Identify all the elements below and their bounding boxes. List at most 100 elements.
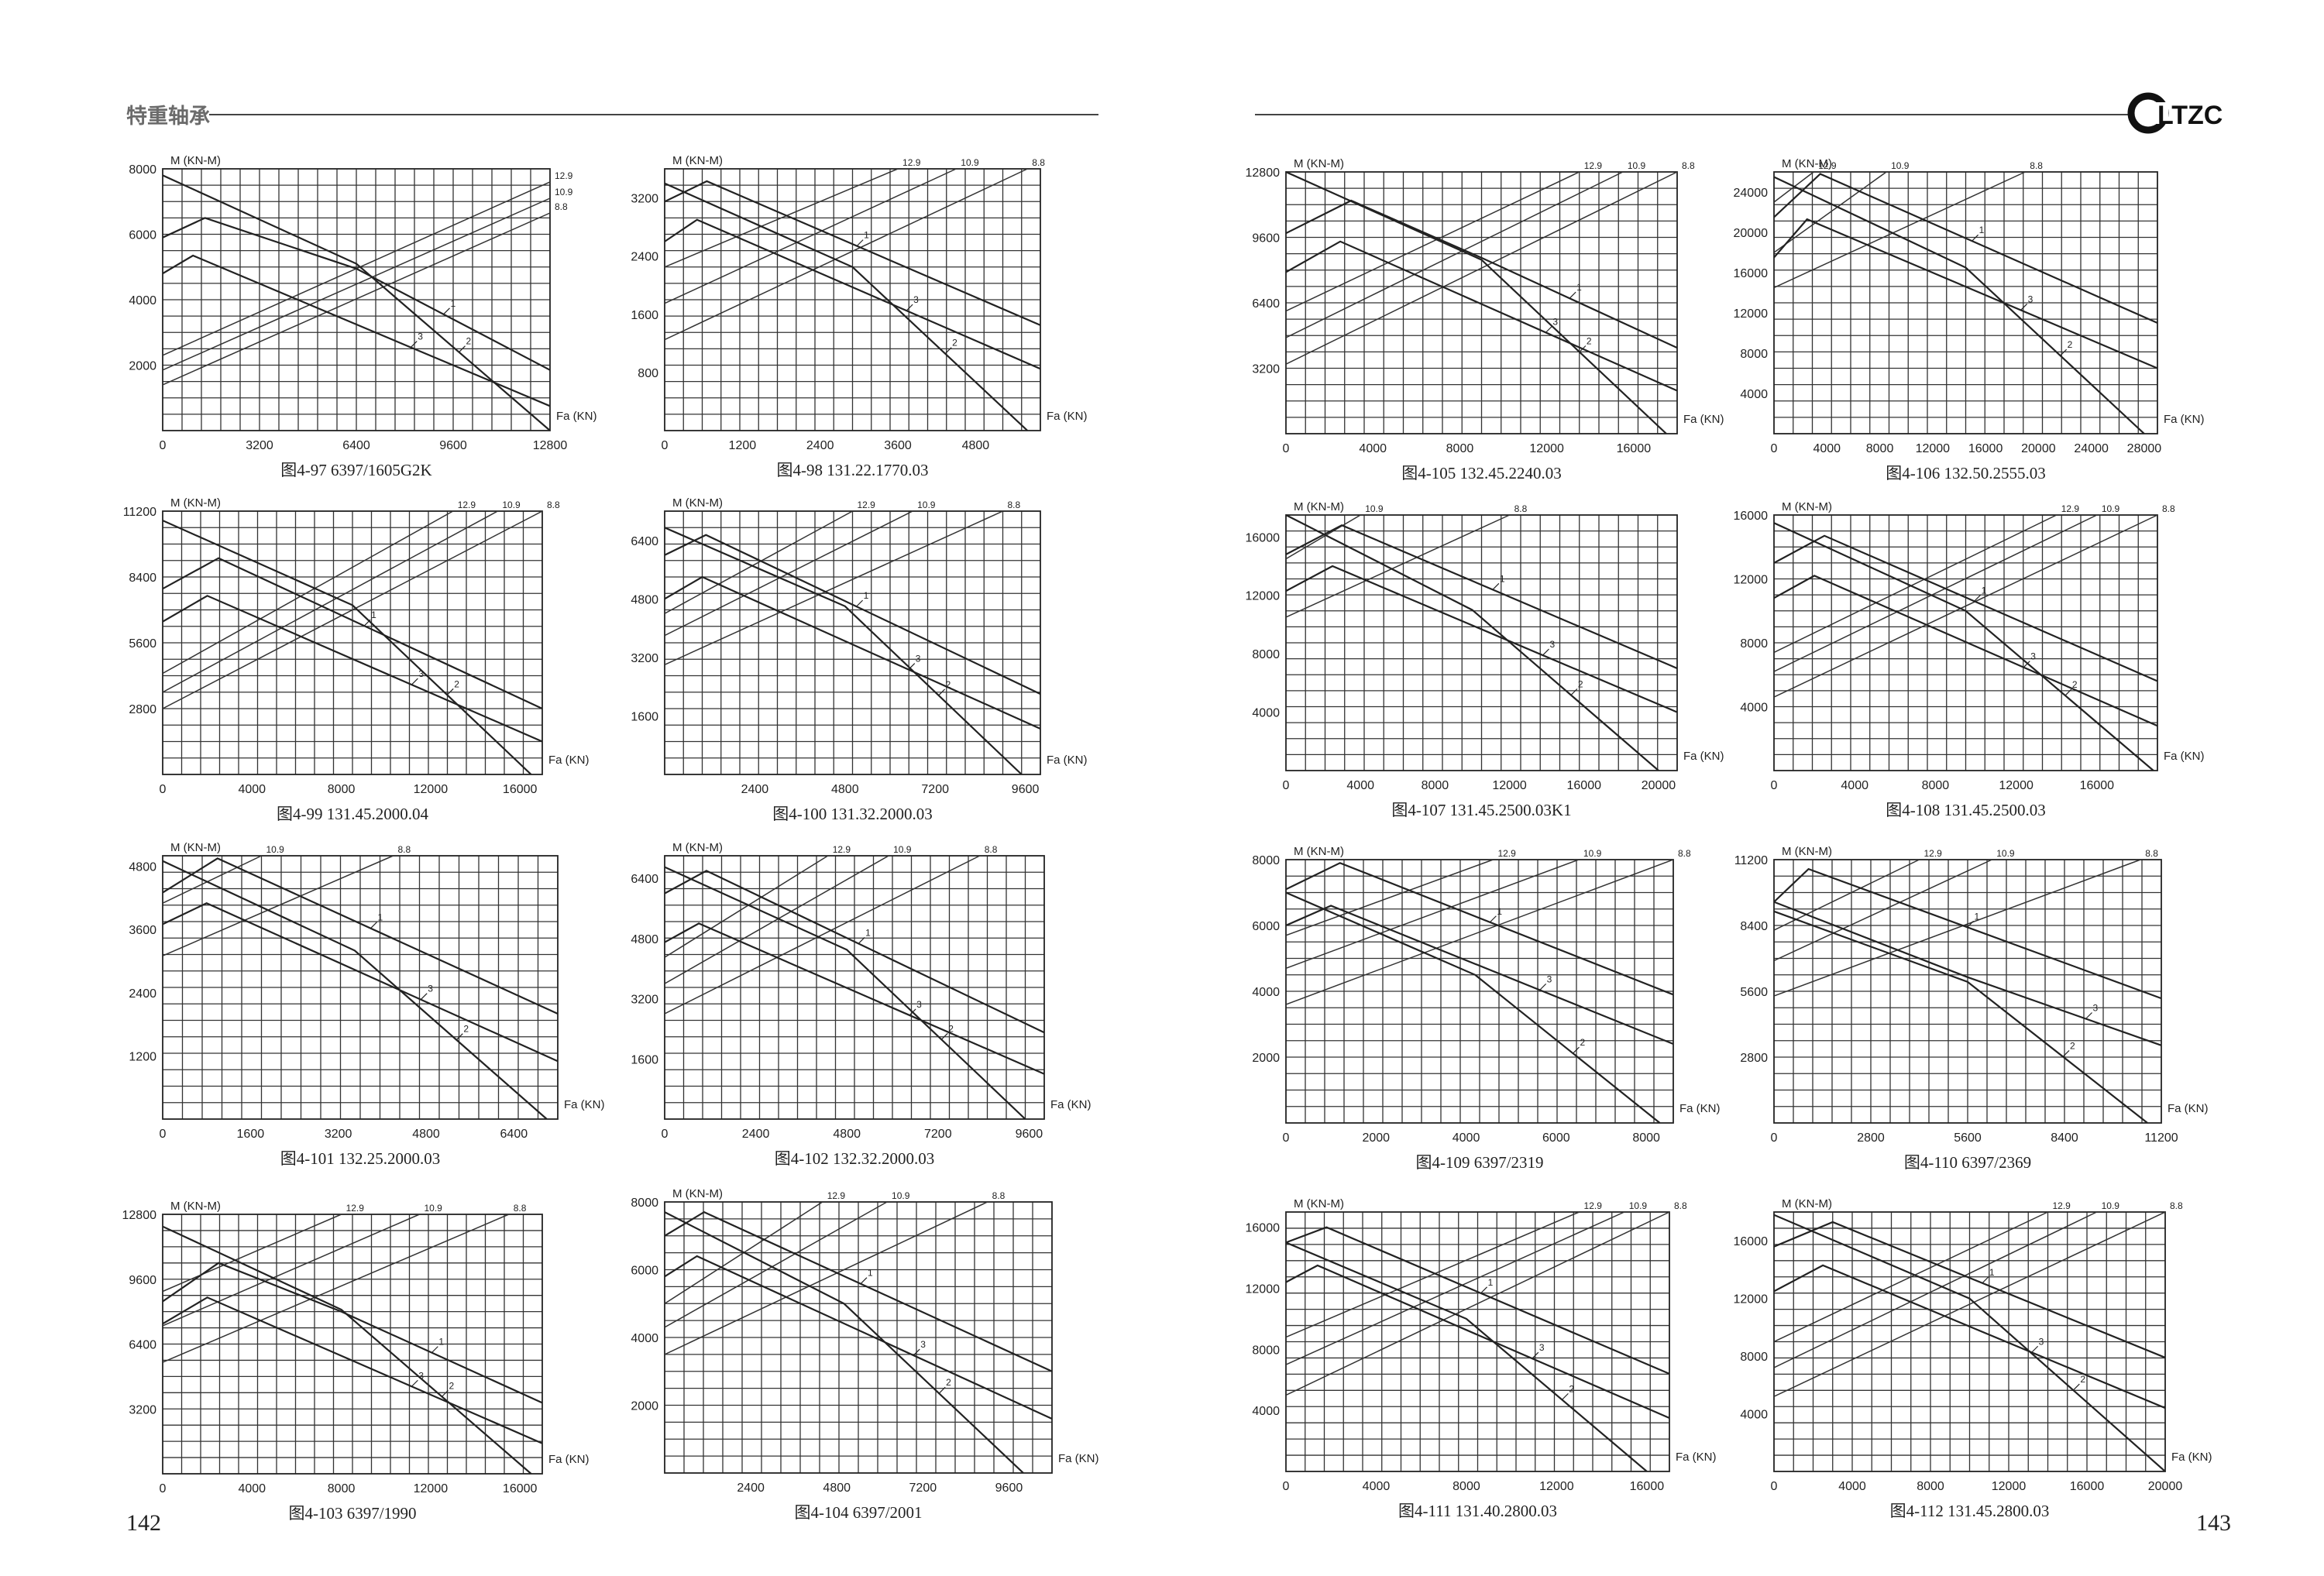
bolt-label: 10.9 — [1891, 160, 1910, 171]
bolt-label: 8.8 — [514, 1203, 527, 1214]
bolt-label: 12.9 — [858, 500, 876, 510]
bolt-line-8.8 — [1774, 859, 2141, 997]
curve-3 — [1286, 240, 1678, 392]
x-tick-label: 16000 — [1567, 779, 1602, 792]
x-tick-label: 2400 — [737, 1482, 765, 1495]
bolt-label: 12.9 — [458, 500, 476, 510]
bolt-line-10.9 — [163, 1214, 420, 1327]
bolt-line-8.8 — [1286, 859, 1674, 1005]
y-tick-label: 4000 — [1252, 986, 1280, 999]
y-tick-label: 4000 — [1252, 1405, 1280, 1418]
bolt-label: 12.9 — [2053, 1200, 2071, 1211]
curve-2 — [1774, 522, 2154, 771]
curve-leader — [2031, 1345, 2039, 1353]
curve-1 — [665, 870, 1045, 1034]
curve-leader — [1982, 1276, 1989, 1284]
curve-1 — [163, 857, 559, 1015]
bolt-line-10.9 — [665, 855, 889, 984]
curve-3 — [665, 575, 1041, 730]
curve-label: 3 — [2039, 1336, 2044, 1347]
x-tick-label: 9600 — [1012, 783, 1040, 796]
curve-leader — [1489, 915, 1497, 923]
figure-caption: 图4-97 6397/1605G2K — [280, 461, 431, 479]
bolt-line-8.8 — [1774, 514, 2158, 698]
bolt-label: 12.9 — [1497, 848, 1516, 859]
y-tick-label: 8400 — [1740, 920, 1768, 933]
y-tick-label: 16000 — [1246, 1222, 1281, 1235]
y-tick-label: 6000 — [631, 1265, 658, 1278]
curve-leader — [913, 1348, 920, 1356]
curve-label: 3 — [418, 668, 424, 679]
bolt-label: 12.9 — [827, 1190, 846, 1201]
x-tick-label: 12000 — [1999, 779, 2033, 792]
bolt-label: 12.9 — [1584, 1200, 1603, 1211]
curve-label: 3 — [2093, 1002, 2099, 1013]
curve-label: 1 — [1497, 906, 1502, 917]
x-tick-label: 4800 — [412, 1128, 440, 1141]
curve-label: 1 — [451, 298, 456, 309]
curve-3 — [665, 922, 1045, 1075]
x-tick-label: 7200 — [909, 1482, 937, 1495]
plot-frame — [1773, 859, 2162, 1124]
y-tick-label: 3600 — [129, 924, 156, 937]
x-tick-label: 8000 — [1452, 1480, 1480, 1493]
x-axis-title: Fa (KN) — [556, 410, 597, 423]
curve-leader — [908, 663, 916, 670]
y-axis-title: M (KN-M) — [1294, 845, 1344, 858]
bolt-label: 8.8 — [1008, 500, 1021, 510]
y-tick-label: 3200 — [631, 994, 658, 1007]
chart-4-112: 12.9 10.9 8.8 1 2 3 4000 8000 12000 16000 0 4000 800… — [1720, 1189, 2219, 1526]
bolt-line-8.8 — [163, 855, 394, 956]
y-tick-label: 12000 — [1734, 574, 1769, 587]
plot-frame — [162, 855, 559, 1120]
curve-3 — [1286, 1264, 1670, 1420]
y-tick-label: 6000 — [1252, 920, 1280, 933]
x-tick-label: 4800 — [831, 783, 859, 796]
curve-label: 1 — [1979, 225, 1985, 235]
y-tick-label: 16000 — [1734, 510, 1769, 523]
plot-frame — [664, 1201, 1053, 1474]
x-axis-title: Fa (KN) — [2164, 413, 2205, 426]
x-axis-title: Fa (KN) — [548, 754, 590, 767]
y-tick-label: 2000 — [129, 360, 156, 373]
y-axis-title: M (KN-M) — [1294, 500, 1344, 513]
curve-leader — [456, 1033, 463, 1041]
x-tick-label: 0 — [160, 783, 167, 796]
curve-leader — [1570, 688, 1578, 695]
curve-2 — [163, 520, 532, 774]
y-axis-title: M (KN-M) — [170, 1200, 221, 1213]
curve-2 — [665, 1211, 1024, 1473]
curve-1 — [1286, 862, 1674, 996]
x-tick-label: 20000 — [2021, 442, 2056, 455]
svg-text:LTZC: LTZC — [2157, 101, 2223, 130]
x-tick-label: 20000 — [1642, 779, 1676, 792]
bolt-label: 10.9 — [1365, 503, 1384, 514]
curve-label: 2 — [466, 336, 472, 347]
figure-caption: 图4-108 131.45.2500.03 — [1886, 801, 2046, 819]
curve-label: 3 — [418, 331, 423, 342]
plot-frame — [162, 168, 551, 431]
y-tick-label: 8000 — [1252, 1344, 1280, 1357]
curve-label: 2 — [1569, 1383, 1574, 1394]
figure-caption: 图4-100 131.32.2000.03 — [772, 805, 933, 823]
plot-frame — [1285, 171, 1678, 434]
bolt-label: 8.8 — [2030, 160, 2043, 171]
bolt-label: 12.9 — [346, 1203, 365, 1214]
curve-2 — [1286, 1241, 1648, 1471]
header-rule-left — [209, 114, 1098, 115]
grid — [1286, 172, 1677, 434]
bolt-label: 8.8 — [992, 1190, 1006, 1201]
bolt-line-12.9 — [1286, 171, 1580, 312]
plot-frame — [1773, 171, 2158, 434]
x-tick-label: 0 — [662, 439, 669, 452]
x-tick-label: 16000 — [1617, 442, 1652, 455]
curve-label: 1 — [1982, 585, 1987, 596]
bolt-label: 12.9 — [902, 157, 921, 168]
curve-leader — [940, 1032, 948, 1040]
curve-label: 3 — [2028, 294, 2033, 304]
curve-leader — [442, 1389, 449, 1397]
bolt-line-8.8 — [1286, 171, 1678, 365]
bolt-line-12.9 — [665, 855, 829, 958]
x-tick-label: 0 — [1771, 442, 1778, 455]
y-tick-label: 9600 — [129, 1274, 156, 1287]
